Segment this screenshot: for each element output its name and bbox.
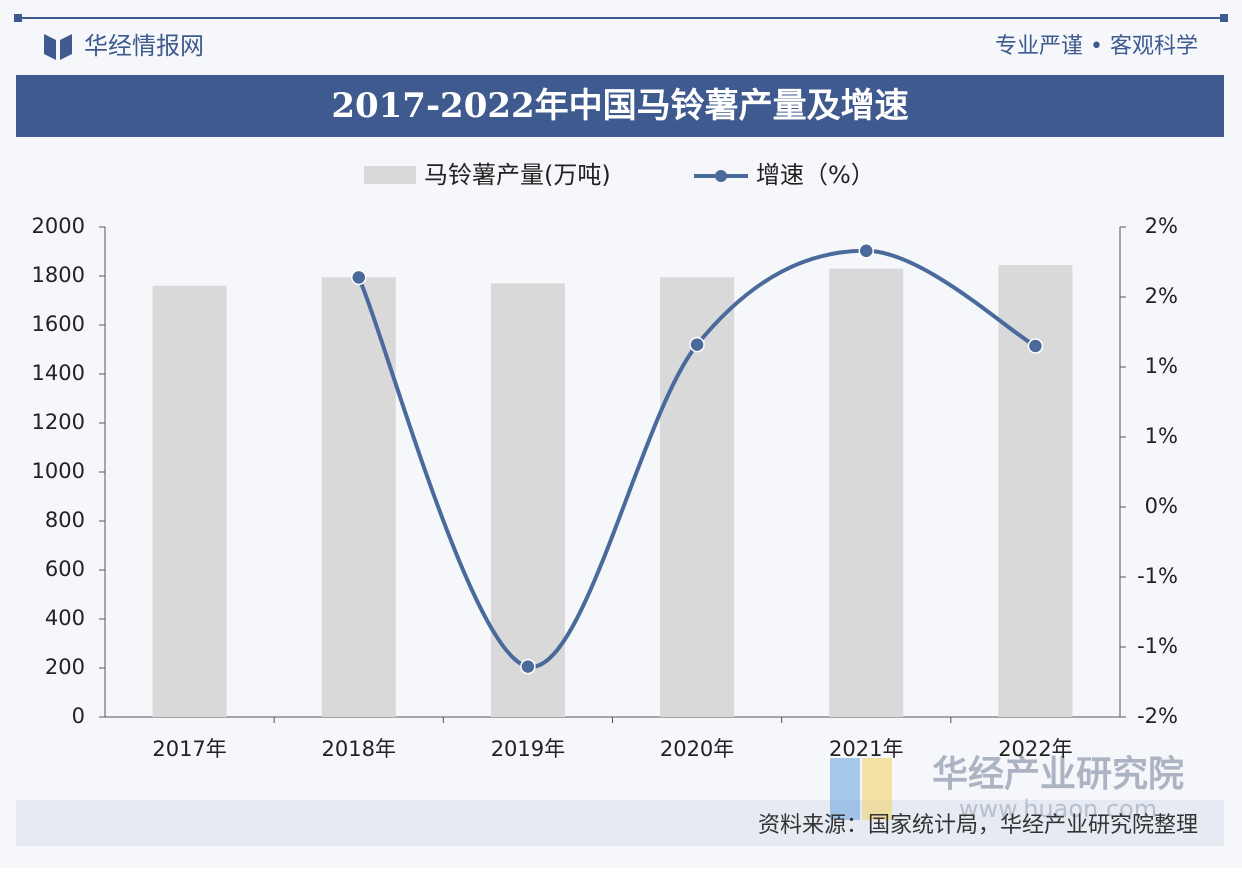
x-tick-label: 2022年 — [998, 737, 1072, 761]
y2-tick-label: 2% — [1145, 284, 1178, 308]
growth-point — [689, 336, 705, 353]
y-tick-label: 1400 — [32, 361, 85, 385]
x-tick-label: 2019年 — [491, 737, 565, 761]
growth-point — [520, 658, 536, 675]
y2-tick-label: -1% — [1137, 634, 1178, 658]
watermark-logo — [830, 758, 860, 820]
x-tick-label: 2018年 — [322, 737, 396, 761]
y-tick-label: 600 — [45, 557, 85, 581]
brand: 华经情报网 — [84, 32, 204, 60]
y-tick-label: 200 — [45, 655, 85, 679]
bar — [829, 268, 904, 717]
legend-swatch — [715, 170, 727, 182]
growth-line — [356, 248, 1037, 669]
watermark-logo — [862, 758, 892, 820]
y-tick-label: 0 — [72, 704, 85, 728]
chart-title: 2017-2022年中国马铃薯产量及增速 — [331, 86, 908, 126]
source-band — [16, 800, 1224, 846]
bar — [321, 277, 396, 717]
y-tick-label: 2000 — [32, 214, 85, 238]
x-tick-label: 2020年 — [660, 737, 734, 761]
rule-end — [14, 14, 22, 22]
y-tick-label: 1800 — [32, 263, 85, 287]
watermark: 华经产业研究院 — [932, 754, 1184, 795]
y2-tick-label: -2% — [1137, 704, 1178, 728]
x-tick-label: 2017年 — [152, 737, 226, 761]
y-tick-label: 800 — [45, 508, 85, 532]
y2-tick-label: 1% — [1145, 424, 1178, 448]
x-tick-label: 2021年 — [829, 737, 903, 761]
growth-point — [351, 269, 367, 286]
bar — [998, 264, 1073, 717]
rule-end — [1220, 14, 1228, 22]
slogan: 专业严谨 • 客观科学 — [995, 34, 1198, 59]
source: 资料来源：国家统计局，华经产业研究院整理 — [758, 813, 1198, 838]
y2-tick-label: 2% — [1145, 214, 1178, 238]
brand-logo — [44, 34, 72, 60]
plot: 0 200 400 600 800 1000 1200 1400 1600 1800 2000 -2%… — [32, 161, 1178, 761]
y2-tick-label: 1% — [1145, 354, 1178, 378]
y-tick-label: 1600 — [32, 312, 85, 336]
y-tick-label: 1000 — [32, 459, 85, 483]
legend-label: 马铃薯产量(万吨) — [424, 161, 611, 189]
y2-tick-label: -1% — [1137, 564, 1178, 588]
y2-tick-label: 0% — [1145, 494, 1178, 518]
legend-label: 增速（%） — [756, 161, 875, 189]
y-tick-label: 1200 — [32, 410, 85, 434]
title-banner — [16, 75, 1224, 137]
growth-point — [1027, 338, 1044, 354]
y-tick-label: 400 — [45, 606, 85, 630]
watermark-url: www.huaon.com — [959, 795, 1157, 823]
growth-point — [858, 243, 874, 259]
legend-swatch — [364, 166, 416, 184]
bar — [152, 285, 227, 717]
